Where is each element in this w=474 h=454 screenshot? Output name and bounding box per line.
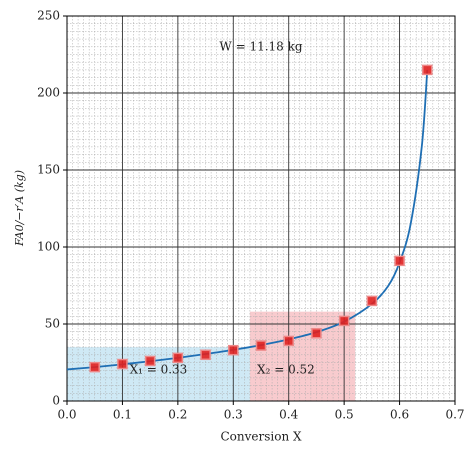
- data-point: [338, 315, 350, 327]
- x-tick-label: 0.6: [390, 408, 409, 422]
- x-tick-label: 0.5: [335, 408, 354, 422]
- plot-frame: [66, 15, 456, 402]
- y-tick-label: 100: [37, 240, 60, 254]
- y-tick-label: 0: [52, 394, 60, 408]
- x-tick-label: 0.4: [279, 408, 298, 422]
- x-tick-label: 0.0: [57, 408, 76, 422]
- data-point: [394, 255, 405, 267]
- x-tick-label: 0.1: [113, 408, 132, 422]
- annotation: X₁ = 0.33: [130, 363, 188, 377]
- data-point: [117, 358, 128, 370]
- data-point: [144, 355, 156, 367]
- y-tick-label: 250: [37, 9, 60, 23]
- x-axis-label: Conversion X: [220, 430, 302, 444]
- data-point: [283, 335, 294, 347]
- y-tick-label: 150: [37, 163, 60, 177]
- annotation: X₂ = 0.52: [257, 363, 315, 377]
- data-point: [422, 64, 433, 76]
- shaded-region: [249, 311, 356, 401]
- data-point: [200, 349, 211, 361]
- shaded-region: [67, 347, 250, 401]
- data-point: [311, 327, 322, 339]
- data-point: [255, 340, 267, 351]
- y-tick-label: 200: [37, 86, 60, 100]
- annotation: W = 11.18 kg: [219, 39, 302, 53]
- data-point: [172, 352, 184, 364]
- x-tick-label: 0.3: [224, 408, 243, 422]
- y-axis-label: FA0/−r′A (kg): [13, 170, 26, 247]
- y-tick-label: 50: [45, 317, 60, 331]
- data-point: [366, 295, 378, 307]
- data-point: [89, 361, 100, 373]
- x-tick-label: 0.7: [445, 408, 464, 422]
- fitted-curve: [66, 69, 429, 371]
- x-tick-label: 0.2: [168, 408, 187, 422]
- data-point: [228, 344, 239, 356]
